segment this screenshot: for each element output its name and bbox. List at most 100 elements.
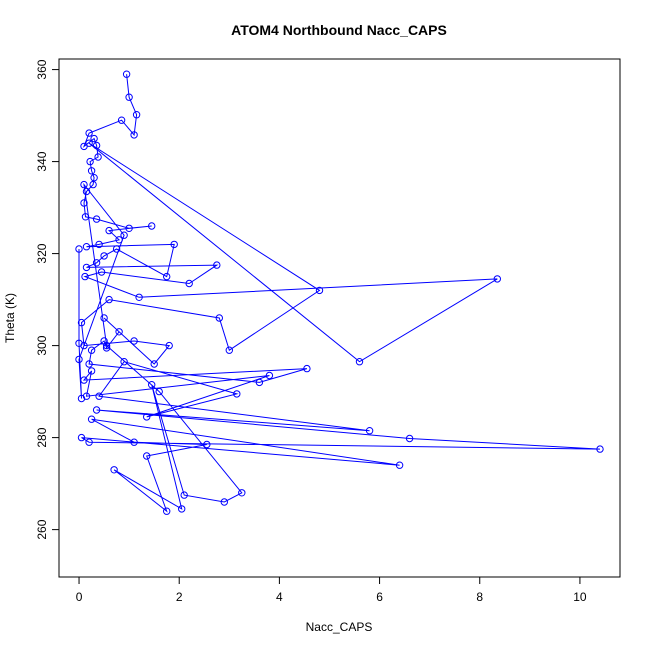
y-tick-label: 300 (35, 335, 49, 355)
chart-title: ATOM4 Northbound Nacc_CAPS (231, 22, 447, 38)
y-tick-label: 280 (35, 427, 49, 447)
data-point (89, 180, 97, 189)
data-point (120, 358, 128, 366)
data-point (180, 491, 188, 499)
data-point (130, 438, 138, 446)
y-tick-label: 320 (35, 243, 49, 263)
data-point (92, 215, 101, 223)
y-tick-label: 340 (35, 151, 49, 171)
y-axis: 260 280 300 320 340 360 (35, 59, 60, 540)
data-point (82, 187, 91, 196)
y-axis-label: Theta (K) (3, 293, 17, 343)
data-point (100, 314, 108, 322)
data-point (163, 507, 171, 515)
data-point (122, 70, 131, 78)
data-point (80, 142, 88, 151)
data-point (203, 440, 211, 449)
data-point (87, 415, 96, 423)
data-point (75, 245, 83, 253)
data-point (163, 272, 171, 281)
data-point (85, 438, 93, 446)
data-point (102, 344, 111, 352)
data-point (90, 134, 98, 143)
data-point (87, 167, 96, 175)
data-point (85, 139, 93, 147)
data-point (170, 240, 178, 249)
data-point (87, 346, 96, 354)
data-point (255, 378, 264, 387)
data-point (135, 293, 143, 301)
data-point (125, 93, 133, 101)
data-point (185, 279, 193, 288)
data-point (94, 153, 102, 161)
data-point (95, 240, 103, 249)
data-point (81, 213, 90, 221)
data-point (148, 222, 156, 230)
data-point (97, 268, 106, 276)
data-point (92, 406, 101, 414)
data-point (213, 261, 221, 269)
data-point (405, 434, 414, 443)
data-point (265, 371, 274, 380)
data-point (596, 445, 604, 453)
data-point (110, 466, 118, 474)
data-point (125, 224, 133, 233)
data-point (105, 226, 113, 235)
y-tick-label: 360 (35, 59, 49, 79)
data-point (215, 314, 224, 322)
data-point (90, 174, 98, 182)
data-point (155, 387, 163, 396)
data-point (355, 358, 364, 366)
data-point (80, 199, 88, 207)
data-point (85, 129, 93, 137)
data-point (315, 286, 324, 295)
x-tick-label: 6 (376, 590, 383, 604)
x-tick-label: 8 (476, 590, 483, 604)
data-point (77, 433, 86, 442)
x-tick-label: 10 (573, 590, 587, 604)
data-point (82, 263, 91, 272)
data-point (143, 413, 151, 421)
data-point (165, 341, 173, 350)
series-layer (75, 70, 604, 515)
data-point (82, 243, 91, 251)
data-point (92, 259, 101, 267)
data-point (80, 376, 88, 384)
series-line (78, 74, 601, 513)
data-point (102, 341, 111, 350)
data-point (220, 498, 229, 506)
data-point (148, 381, 156, 389)
y-tick-label: 260 (35, 519, 49, 539)
data-point (85, 360, 93, 368)
x-axis-label: Nacc_CAPS (306, 620, 373, 634)
data-point (115, 328, 123, 336)
data-point (238, 489, 246, 497)
data-point (130, 337, 138, 345)
data-point (86, 157, 94, 166)
data-point (132, 111, 141, 119)
x-axis: 0 2 4 6 8 10 (76, 576, 587, 604)
data-point (395, 461, 404, 469)
data-point (143, 452, 151, 460)
x-tick-label: 2 (176, 590, 183, 604)
data-point (303, 364, 311, 373)
x-tick-label: 4 (276, 590, 283, 604)
data-point (81, 272, 89, 281)
data-point (115, 236, 123, 244)
data-point (117, 116, 126, 124)
data-point (80, 180, 88, 189)
data-point (178, 505, 186, 513)
data-point (100, 252, 108, 260)
data-point (130, 131, 138, 139)
data-point (120, 231, 128, 239)
data-point (225, 346, 234, 354)
data-point (112, 245, 121, 253)
data-point (95, 392, 103, 400)
data-point (77, 318, 86, 327)
data-point (75, 339, 83, 347)
data-point (75, 355, 83, 364)
data-point (233, 390, 241, 398)
x-tick-label: 0 (76, 590, 83, 604)
